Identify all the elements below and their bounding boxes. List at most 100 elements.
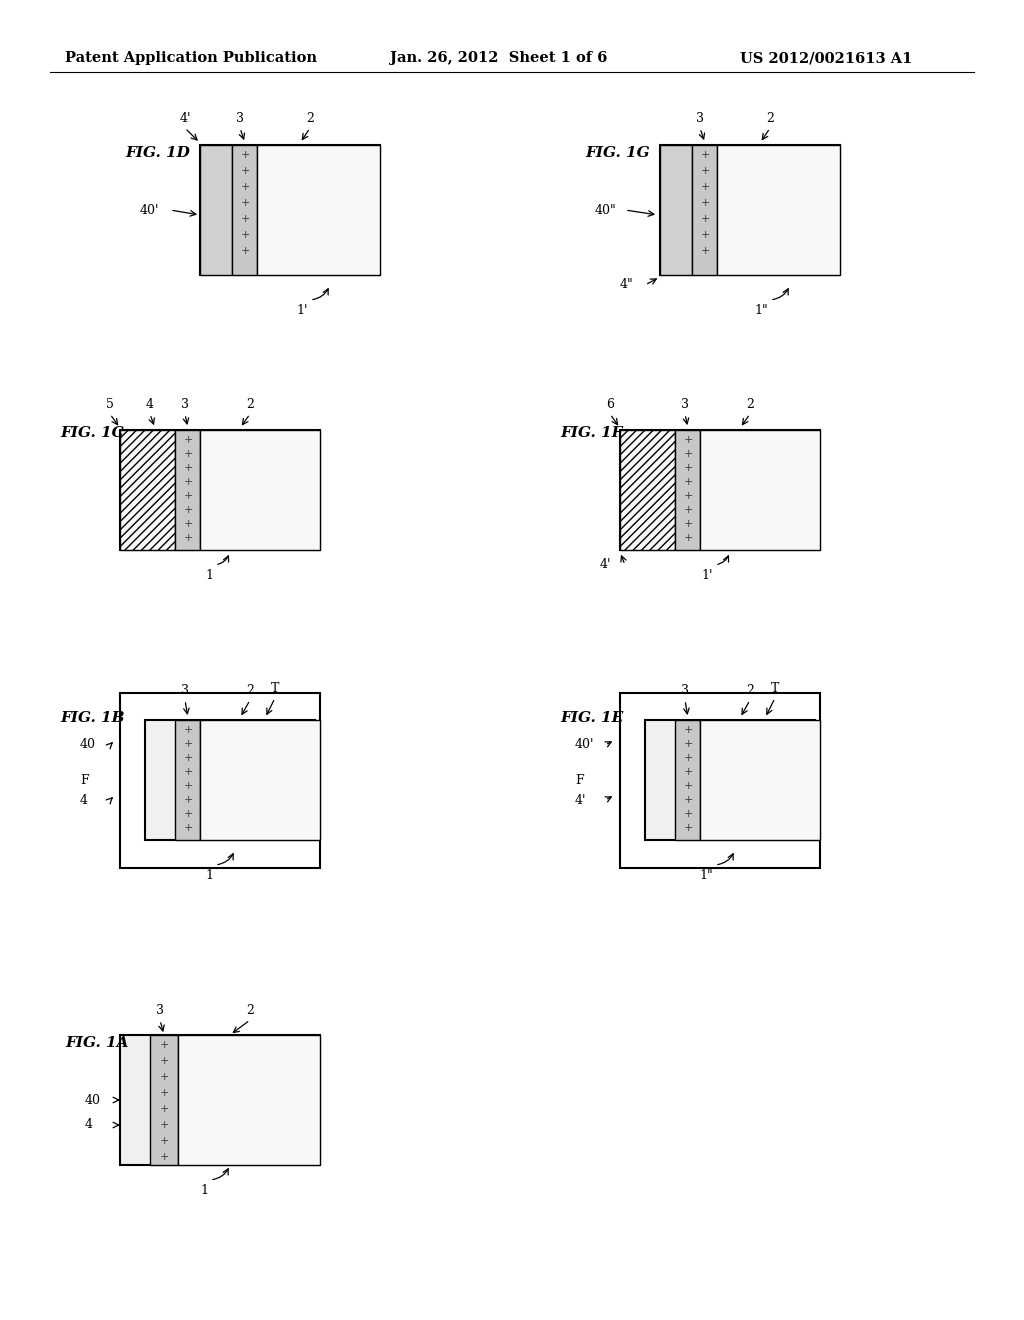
Text: +: +: [700, 182, 710, 191]
Text: T: T: [270, 682, 280, 696]
Bar: [692, 145, 717, 275]
Text: 3: 3: [236, 112, 244, 125]
Bar: [178, 1035, 319, 1166]
Bar: [175, 719, 200, 840]
Text: +: +: [160, 1104, 169, 1114]
Bar: [145, 719, 315, 840]
Text: 1": 1": [755, 304, 768, 317]
Text: T: T: [771, 682, 779, 696]
Text: 2: 2: [246, 684, 254, 697]
Text: 2: 2: [746, 684, 754, 697]
Text: +: +: [183, 477, 193, 487]
Text: 3: 3: [681, 399, 689, 411]
Text: +: +: [183, 506, 193, 515]
Text: +: +: [700, 214, 710, 224]
Text: 40: 40: [85, 1093, 101, 1106]
Text: +: +: [683, 725, 692, 735]
Text: +: +: [183, 463, 193, 473]
Text: +: +: [183, 795, 193, 805]
Text: US 2012/0021613 A1: US 2012/0021613 A1: [740, 51, 912, 65]
Text: +: +: [160, 1137, 169, 1146]
Text: 2: 2: [246, 1005, 254, 1016]
Text: 3: 3: [696, 112, 705, 125]
Text: 3: 3: [181, 684, 189, 697]
Bar: [120, 430, 319, 550]
Text: 1: 1: [200, 1184, 208, 1197]
Text: 2: 2: [246, 399, 254, 411]
Text: +: +: [683, 463, 692, 473]
Text: 6: 6: [606, 399, 614, 411]
Text: +: +: [683, 739, 692, 748]
Text: +: +: [183, 533, 193, 543]
Text: 4': 4': [600, 558, 611, 572]
Text: +: +: [241, 230, 250, 240]
Text: +: +: [241, 214, 250, 224]
Text: 1: 1: [205, 869, 213, 882]
Bar: [660, 145, 840, 275]
Text: +: +: [683, 795, 692, 805]
Text: +: +: [241, 182, 250, 191]
Text: +: +: [183, 822, 193, 833]
Text: +: +: [683, 506, 692, 515]
Text: +: +: [683, 436, 692, 445]
Text: 1': 1': [701, 569, 713, 582]
Bar: [200, 145, 232, 275]
Text: +: +: [683, 752, 692, 763]
Text: +: +: [183, 491, 193, 502]
Text: F: F: [80, 774, 89, 787]
Text: FIG. 1E: FIG. 1E: [560, 711, 624, 725]
Text: 1: 1: [205, 569, 213, 582]
Text: 3: 3: [156, 1005, 164, 1016]
Text: +: +: [183, 781, 193, 791]
Bar: [175, 430, 200, 550]
Text: F: F: [575, 774, 584, 787]
Text: Jan. 26, 2012  Sheet 1 of 6: Jan. 26, 2012 Sheet 1 of 6: [390, 51, 607, 65]
Text: 4": 4": [620, 279, 634, 292]
Text: 1': 1': [297, 304, 308, 317]
Text: FIG. 1D: FIG. 1D: [125, 147, 189, 160]
Text: 2: 2: [306, 112, 314, 125]
Text: 4: 4: [146, 399, 154, 411]
Text: +: +: [183, 725, 193, 735]
Bar: [660, 145, 692, 275]
Bar: [675, 719, 700, 840]
Bar: [700, 430, 820, 550]
Bar: [232, 145, 257, 275]
Text: +: +: [160, 1119, 169, 1130]
Text: +: +: [683, 519, 692, 529]
Bar: [675, 430, 700, 550]
Text: 3: 3: [181, 399, 189, 411]
Text: +: +: [160, 1152, 169, 1162]
Text: 5: 5: [106, 399, 114, 411]
Text: 2: 2: [746, 399, 754, 411]
Text: +: +: [241, 198, 250, 209]
Text: +: +: [700, 166, 710, 176]
Bar: [200, 719, 319, 840]
Text: FIG. 1C: FIG. 1C: [60, 426, 124, 440]
Text: +: +: [160, 1072, 169, 1082]
Text: 4': 4': [575, 793, 587, 807]
Text: FIG. 1A: FIG. 1A: [65, 1036, 128, 1049]
Text: +: +: [183, 767, 193, 777]
Bar: [645, 719, 815, 840]
Bar: [120, 430, 175, 550]
Text: +: +: [160, 1056, 169, 1067]
Text: 4: 4: [85, 1118, 93, 1131]
Bar: [620, 430, 675, 550]
Bar: [200, 430, 319, 550]
Text: +: +: [683, 477, 692, 487]
Text: 40': 40': [575, 738, 595, 751]
Text: FIG. 1F: FIG. 1F: [560, 426, 623, 440]
Bar: [700, 719, 820, 840]
Text: +: +: [683, 781, 692, 791]
Text: +: +: [160, 1040, 169, 1049]
Text: +: +: [183, 519, 193, 529]
Text: FIG. 1B: FIG. 1B: [60, 711, 125, 725]
Text: +: +: [183, 739, 193, 748]
Text: Patent Application Publication: Patent Application Publication: [65, 51, 317, 65]
Bar: [620, 693, 820, 869]
Text: 40': 40': [140, 203, 160, 216]
Text: +: +: [160, 1088, 169, 1098]
Text: +: +: [241, 246, 250, 256]
Text: +: +: [683, 491, 692, 502]
